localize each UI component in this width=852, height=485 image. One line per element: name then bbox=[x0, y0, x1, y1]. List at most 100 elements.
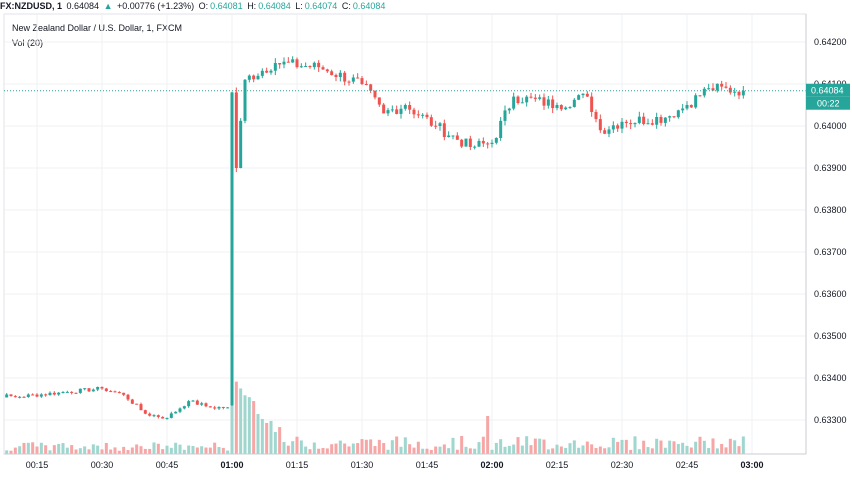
candle-body bbox=[603, 130, 607, 134]
candle-body bbox=[178, 408, 182, 412]
candle-body bbox=[347, 81, 351, 83]
volume-bar bbox=[386, 449, 390, 454]
volume-bar bbox=[35, 446, 39, 454]
candle-body bbox=[13, 396, 17, 398]
candle-body bbox=[694, 95, 698, 108]
volume-bar bbox=[234, 381, 238, 454]
volume-bar bbox=[61, 443, 65, 454]
volume-bar bbox=[637, 449, 641, 454]
candle-body bbox=[668, 116, 672, 118]
candle-body bbox=[204, 403, 208, 407]
volume-bar bbox=[390, 440, 394, 454]
candle-body bbox=[91, 389, 95, 392]
volume-bar bbox=[226, 450, 230, 454]
plot-frame bbox=[3, 13, 807, 455]
candle-body bbox=[412, 109, 416, 115]
candle-body bbox=[39, 394, 43, 397]
open-label: O: bbox=[198, 1, 209, 11]
candle-body bbox=[191, 400, 195, 402]
candle-body bbox=[551, 99, 555, 109]
close-label: C: bbox=[341, 1, 351, 11]
volume-bar bbox=[694, 441, 698, 454]
candle-body bbox=[156, 415, 160, 417]
candle-body bbox=[273, 63, 277, 71]
volume-bar bbox=[104, 442, 108, 454]
candle-body bbox=[5, 394, 9, 398]
volume-bar bbox=[74, 449, 78, 454]
price-tick-label: 0.63300 bbox=[814, 415, 847, 425]
candle-body bbox=[698, 95, 702, 97]
time-tick-label: 01:00 bbox=[220, 460, 243, 470]
volume-bar bbox=[512, 444, 516, 454]
price-tick-label: 0.63800 bbox=[814, 205, 847, 215]
volume-indicator-label[interactable]: Vol (20) bbox=[12, 38, 44, 48]
volume-bar bbox=[286, 445, 290, 454]
time-tick-label: 01:15 bbox=[286, 460, 309, 470]
volume-bar bbox=[460, 436, 464, 454]
candle-body bbox=[87, 388, 91, 392]
candle-body bbox=[109, 391, 113, 393]
candle-body bbox=[65, 391, 69, 393]
time-tick-label: 02:45 bbox=[676, 460, 699, 470]
candle-body bbox=[308, 65, 312, 68]
candle-body bbox=[122, 392, 126, 395]
volume-bar bbox=[399, 446, 403, 454]
volume-bar bbox=[533, 438, 537, 454]
last-price-badge-label: 0.64084 bbox=[811, 86, 844, 96]
volume-bar bbox=[525, 436, 529, 454]
candle-body bbox=[451, 135, 455, 137]
volume-bar bbox=[282, 442, 286, 454]
volume-bar bbox=[620, 439, 624, 454]
volume-bar bbox=[486, 416, 490, 454]
volume-bar bbox=[126, 450, 130, 454]
time-tick-label: 00:30 bbox=[91, 460, 114, 470]
candle-body bbox=[590, 96, 594, 112]
volume-bar bbox=[581, 445, 585, 454]
candle-body bbox=[377, 97, 381, 105]
volume-bar bbox=[607, 447, 611, 454]
candle-body bbox=[239, 120, 243, 168]
volume-bar bbox=[83, 446, 87, 454]
candle-body bbox=[525, 96, 529, 103]
volume-bar bbox=[9, 450, 13, 454]
candle-body bbox=[564, 107, 568, 110]
candle-body bbox=[252, 75, 256, 80]
time-tick-label: 00:15 bbox=[26, 460, 49, 470]
candle-body bbox=[646, 123, 650, 125]
candle-body bbox=[343, 72, 347, 82]
candle-body bbox=[351, 77, 355, 82]
candle-body bbox=[633, 122, 637, 125]
candle-body bbox=[672, 116, 676, 118]
candle-body bbox=[304, 65, 308, 67]
volume-bar bbox=[44, 445, 48, 454]
volume-bar bbox=[109, 449, 113, 454]
candle-body bbox=[57, 392, 61, 395]
candle-body bbox=[143, 410, 147, 414]
time-tick-label: 03:00 bbox=[740, 460, 763, 470]
volume-bar bbox=[681, 442, 685, 454]
candle-body bbox=[269, 70, 273, 73]
volume-bar bbox=[685, 445, 689, 454]
volume-bar bbox=[148, 448, 152, 454]
volume-bar bbox=[317, 448, 321, 454]
candle-body bbox=[195, 400, 199, 405]
volume-bar bbox=[568, 443, 572, 454]
candle-body bbox=[685, 105, 689, 109]
candle-body bbox=[74, 392, 78, 394]
candle-body bbox=[61, 392, 65, 394]
volume-bar bbox=[161, 449, 165, 454]
symbol-name[interactable]: FX:NZDUSD, 1 bbox=[0, 1, 63, 11]
candle-body bbox=[321, 67, 325, 70]
candle-body bbox=[512, 96, 516, 109]
volume-bar bbox=[715, 448, 719, 454]
candle-body bbox=[559, 105, 563, 110]
candle-body bbox=[707, 88, 711, 90]
series-title[interactable]: New Zealand Dollar / U.S. Dollar, 1, FXC… bbox=[12, 23, 183, 33]
candle-body bbox=[425, 114, 429, 118]
volume-bar bbox=[698, 436, 702, 454]
candle-body bbox=[9, 394, 13, 397]
volume-bar bbox=[208, 447, 212, 454]
volume-bar bbox=[343, 443, 347, 454]
candle-body bbox=[607, 129, 611, 134]
